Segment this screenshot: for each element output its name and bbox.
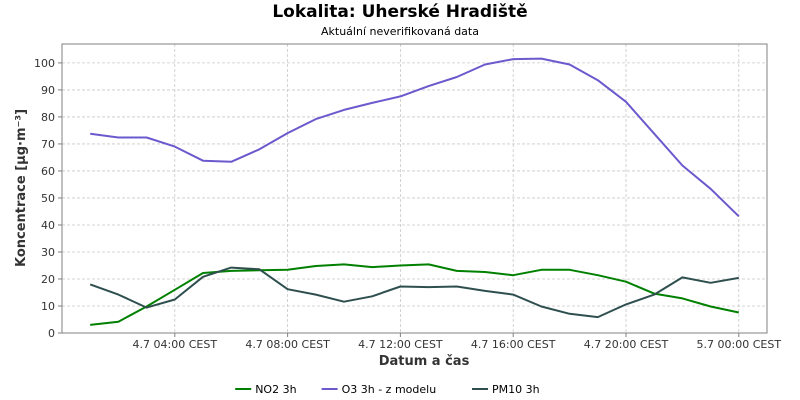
legend-item: NO2 3h: [235, 383, 297, 396]
series-line-1: [90, 57, 740, 218]
y-tick-label: 0: [48, 327, 55, 340]
x-tick-label: 4.7 16:00 CEST: [471, 338, 556, 351]
x-tick-label: 4.7 08:00 CEST: [245, 338, 330, 351]
y-tick-label: 30: [41, 246, 55, 259]
chart-subtitle: Aktuální neverifikovaná data: [321, 25, 479, 38]
x-axis-label: Datum a čas: [379, 354, 470, 369]
legend-label: NO2 3h: [255, 383, 296, 396]
y-tick-label: 90: [41, 84, 55, 97]
y-axis: 0 10 20 30 40 50 60 70 80 90 100: [34, 57, 62, 340]
x-tick-label: 4.7 12:00 CEST: [358, 338, 443, 351]
x-tick-label: 5.7 00:00 CEST: [697, 338, 782, 351]
grid: [62, 44, 767, 333]
y-tick-label: 70: [41, 138, 55, 151]
legend-item: PM10 3h: [472, 383, 540, 396]
y-tick-label: 60: [41, 165, 55, 178]
y-tick-label: 80: [41, 111, 55, 124]
plot-area-border: [61, 43, 768, 334]
y-tick-label: 10: [41, 300, 55, 313]
legend-label: O3 3h - z modelu: [342, 383, 437, 396]
y-axis-label: Koncentrace [µg·m⁻³]: [14, 109, 29, 267]
series-line-2: [89, 266, 739, 319]
y-tick-label: 20: [41, 273, 55, 286]
legend-label: PM10 3h: [492, 383, 540, 396]
series-lines: [89, 57, 740, 326]
legend: NO2 3h O3 3h - z modelu PM10 3h: [235, 383, 540, 396]
legend-item: O3 3h - z modelu: [321, 383, 437, 396]
y-tick-label: 100: [34, 57, 55, 70]
y-tick-label: 50: [41, 192, 55, 205]
chart-title: Lokalita: Uherské Hradiště: [272, 2, 527, 22]
x-tick-label: 4.7 04:00 CEST: [133, 338, 218, 351]
x-axis: 4.7 04:00 CEST 4.7 08:00 CEST 4.7 12:00 CE…: [133, 333, 782, 351]
y-tick-label: 40: [41, 219, 55, 232]
series-line-0: [90, 263, 740, 326]
x-tick-label: 4.7 20:00 CEST: [584, 338, 669, 351]
